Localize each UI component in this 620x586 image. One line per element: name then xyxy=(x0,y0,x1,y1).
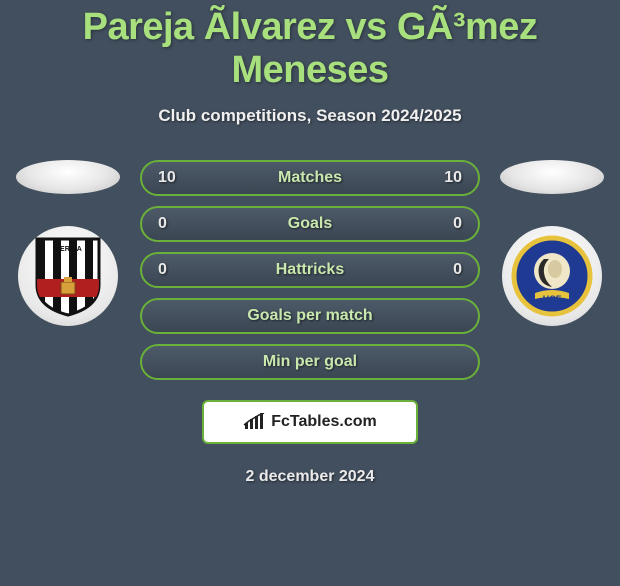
svg-text:MERIDA: MERIDA xyxy=(54,246,82,253)
comparison-body: MERIDA 10 Matches 10 0 Goals 0 0 Hattric… xyxy=(0,160,620,486)
stat-label: Goals xyxy=(202,215,418,233)
stat-left-value: 0 xyxy=(158,215,202,233)
stat-left-value: 10 xyxy=(158,169,202,187)
right-player-oval xyxy=(500,160,604,194)
stat-label: Goals per match xyxy=(247,307,372,325)
right-club-badge: HCF xyxy=(502,226,602,326)
stat-right-value: 0 xyxy=(418,261,462,279)
stat-row-hattricks: 0 Hattricks 0 xyxy=(140,252,480,288)
stat-label: Min per goal xyxy=(263,353,357,371)
stat-row-matches: 10 Matches 10 xyxy=(140,160,480,196)
stat-label: Matches xyxy=(202,169,418,187)
subtitle: Club competitions, Season 2024/2025 xyxy=(0,106,620,126)
stat-row-goals-per-match: Goals per match xyxy=(140,298,480,334)
stats-column: 10 Matches 10 0 Goals 0 0 Hattricks 0 Go… xyxy=(128,160,492,486)
svg-text:HCF: HCF xyxy=(543,294,562,304)
stat-row-goals: 0 Goals 0 xyxy=(140,206,480,242)
page-title: Pareja Ãlvarez vs GÃ³mez Meneses xyxy=(0,6,620,92)
stat-label: Hattricks xyxy=(202,261,418,279)
stat-right-value: 10 xyxy=(418,169,462,187)
bar-chart-icon xyxy=(243,413,265,431)
right-side: HCF xyxy=(492,160,612,326)
stat-row-min-per-goal: Min per goal xyxy=(140,344,480,380)
left-club-badge: MERIDA xyxy=(18,226,118,326)
left-side: MERIDA xyxy=(8,160,128,326)
merida-badge-icon: MERIDA xyxy=(31,235,105,317)
stat-right-value: 0 xyxy=(418,215,462,233)
stat-left-value: 0 xyxy=(158,261,202,279)
brand-label: FcTables.com xyxy=(271,413,377,431)
left-player-oval xyxy=(16,160,120,194)
fctables-brand[interactable]: FcTables.com xyxy=(202,400,418,444)
snapshot-date: 2 december 2024 xyxy=(246,468,375,486)
hercules-badge-icon: HCF xyxy=(511,235,593,317)
